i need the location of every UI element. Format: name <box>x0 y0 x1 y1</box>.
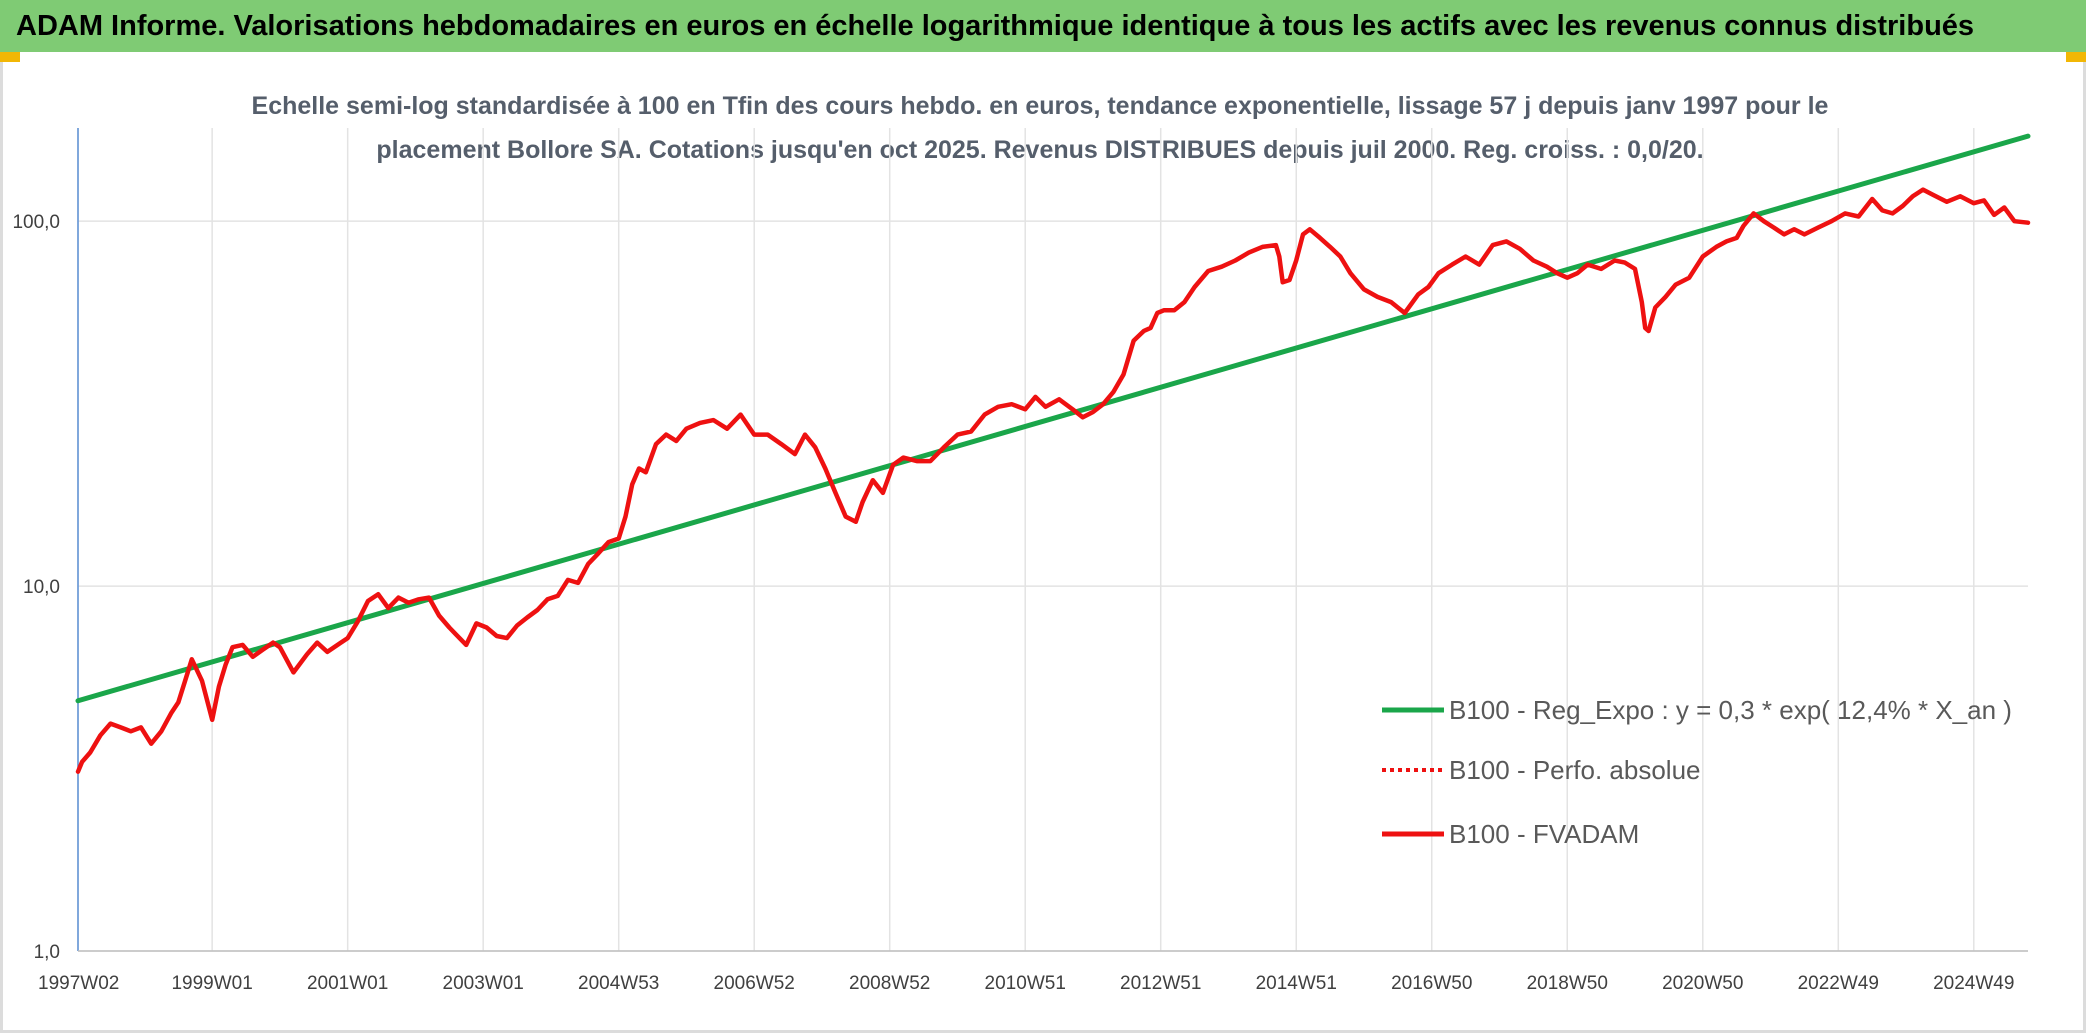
x-tick-label: 1997W02 <box>38 973 119 994</box>
chart-subtitle-line-1: Echelle semi-log standardisée à 100 en T… <box>252 92 1829 120</box>
report-banner-title: ADAM Informe. Valorisations hebdomadaire… <box>0 0 2086 52</box>
series-regression-line <box>75 133 2031 704</box>
legend-label-perfo: B100 - Perfo. absolue <box>1449 755 1701 785</box>
x-tick-label: 2014W51 <box>1256 973 1337 994</box>
x-tick-label: 2001W01 <box>307 973 388 994</box>
chart-frame <box>0 62 2086 1033</box>
x-tick-label: 2024W49 <box>1933 973 2014 994</box>
corner-accent-right <box>2066 52 2086 62</box>
x-tick-label: 2020W50 <box>1662 973 1743 994</box>
y-tick-label: 1,0 <box>34 942 60 963</box>
x-tick-label: 2004W53 <box>578 973 659 994</box>
legend-label-fvadam: B100 - FVADAM <box>1449 819 1639 849</box>
x-tick-label: 2022W49 <box>1798 973 1879 994</box>
x-tick-label: 2003W01 <box>443 973 524 994</box>
axes <box>77 128 2028 952</box>
x-tick-label: 2008W52 <box>849 973 930 994</box>
x-tick-label: 1999W01 <box>171 973 252 994</box>
corner-accent-left <box>0 52 20 62</box>
y-tick-label: 10,0 <box>23 577 60 598</box>
x-tick-label: 2012W51 <box>1120 973 1201 994</box>
y-axis-ticks: 1,0 10,0 100,0 <box>12 212 60 963</box>
x-axis-ticks: 1997W02 1999W01 2001W01 2003W01 2004W53 2006W… <box>38 973 2014 994</box>
plot-series <box>75 133 2031 774</box>
x-tick-label: 2006W52 <box>714 973 795 994</box>
series-fvadam-line <box>75 187 2031 774</box>
x-tick-label: 2018W50 <box>1527 973 1608 994</box>
x-tick-label: 2010W51 <box>985 973 1066 994</box>
y-tick-label: 100,0 <box>12 212 60 233</box>
grid-lines <box>77 128 2028 952</box>
chart-subtitle-line-2: placement Bollore SA. Cotations jusqu'en… <box>376 136 1703 164</box>
x-tick-label: 2016W50 <box>1391 973 1472 994</box>
legend: B100 - Reg_Expo : y = 0,3 * exp( 12,4% *… <box>1382 695 2012 849</box>
legend-label-regression: B100 - Reg_Expo : y = 0,3 * exp( 12,4% *… <box>1449 695 2012 725</box>
